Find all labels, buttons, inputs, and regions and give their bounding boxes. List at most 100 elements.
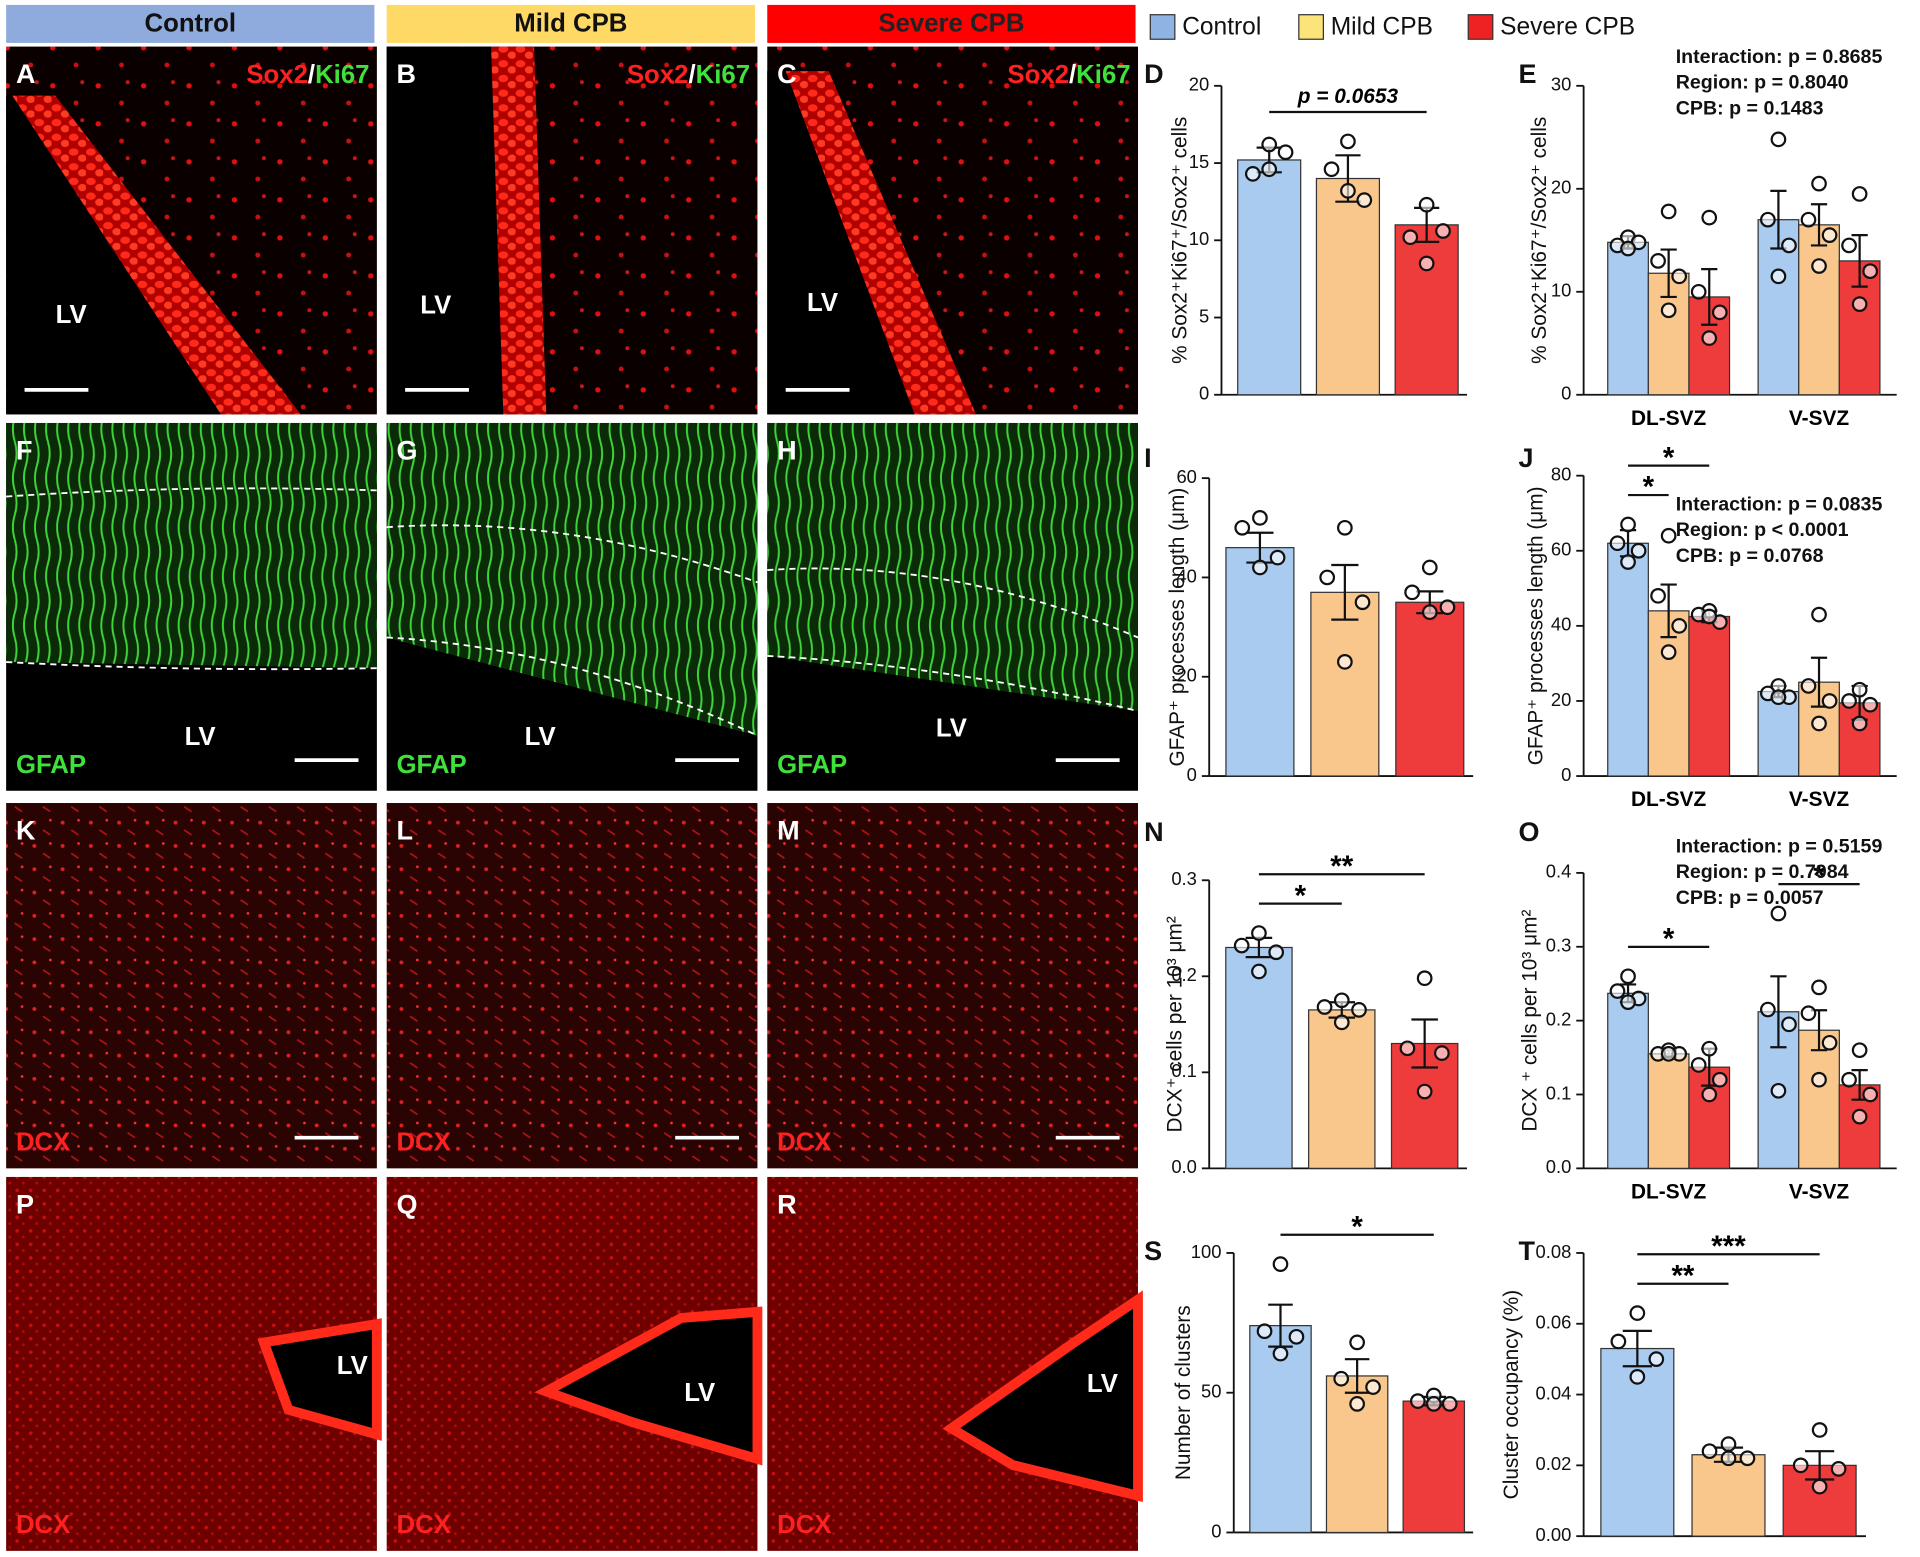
y-tick-label: 0 [1561, 764, 1571, 785]
data-point [1701, 1086, 1718, 1103]
data-point [1421, 559, 1438, 576]
y-axis-label: % Sox2⁺Ki67⁺/Sox2⁺ cells [1528, 117, 1551, 364]
legend-label: Severe CPB [1500, 14, 1635, 41]
data-point [1841, 693, 1857, 709]
chart: I GFAP⁺ processes length (μm)0 20 40 60 [1144, 443, 1474, 785]
data-point [1402, 229, 1419, 246]
panel-letter: F [16, 436, 32, 466]
stain-part: Ki67 [1076, 61, 1130, 89]
significance-label: p = 0.0653 [1297, 85, 1399, 108]
bar [1798, 224, 1840, 396]
data-point [1609, 535, 1626, 552]
data-point [1760, 1001, 1776, 1018]
bar [1607, 992, 1649, 1169]
data-point [1416, 1083, 1433, 1100]
data-point [1418, 196, 1435, 213]
y-axis-label: % Sox2⁺Ki67⁺/Sox2⁺ cells [1168, 117, 1191, 364]
data-point [1811, 715, 1827, 732]
data-point [1399, 1040, 1416, 1057]
error-bar [1770, 975, 1787, 1049]
data-point [1862, 263, 1879, 280]
data-point [1629, 1305, 1646, 1321]
data-point [1416, 970, 1433, 987]
data-point [1620, 516, 1636, 533]
data-point [1851, 186, 1868, 202]
data-point [1660, 644, 1677, 660]
data-point [1701, 1040, 1718, 1057]
column-header: Control [144, 9, 236, 37]
ventricle [942, 1290, 1143, 1502]
stain-label: GFAP [397, 751, 467, 779]
bar [1688, 615, 1731, 777]
data-point [1365, 1379, 1381, 1395]
significance-label: * [1663, 441, 1675, 474]
panel-letter: N [1144, 817, 1163, 847]
stain-part: Sox2 [1007, 61, 1069, 89]
data-point [1351, 1002, 1367, 1018]
data-point [1439, 599, 1456, 616]
cell-band [785, 71, 976, 415]
panel-letter: E [1519, 59, 1537, 89]
data-point [1244, 166, 1261, 182]
fiber-layer [6, 422, 377, 669]
boundary [6, 487, 377, 498]
region-label: LV [525, 723, 556, 751]
column-header-bar [767, 4, 1136, 43]
data-point [1701, 608, 1718, 625]
y-tick-label: 50 [1201, 1381, 1221, 1402]
error-bar [1810, 203, 1828, 247]
image-background [386, 803, 758, 1169]
data-point [1650, 587, 1666, 604]
stain-part: / [1069, 61, 1076, 89]
x-tick-label: DL-SVZ [1631, 788, 1707, 811]
data-point [1660, 302, 1677, 319]
bar [1315, 177, 1381, 396]
panel-letter: Q [397, 1190, 418, 1220]
panel-letter: T [1519, 1236, 1536, 1266]
stats-annotation: CPB: p = 0.1483 [1676, 97, 1824, 119]
y-tick-label: 15 [1189, 151, 1209, 172]
y-tick-label: 20 [1176, 665, 1196, 686]
bar [1395, 601, 1465, 777]
stain-part: Sox2 [627, 61, 689, 89]
region-label: LV [936, 714, 967, 742]
stats-annotation: CPB: p = 0.0768 [1676, 545, 1824, 567]
stain-label: Sox2/Ki67 [627, 61, 750, 89]
stain-label: Sox2/Ki67 [246, 61, 369, 89]
stats-annotation: Interaction: p = 0.0835 [1676, 493, 1883, 515]
image-panel: GFAP [386, 422, 758, 791]
data-point [1800, 678, 1817, 694]
region-label: LV [420, 291, 451, 319]
data-point [1671, 268, 1688, 285]
data-point [1811, 606, 1827, 623]
chart: J GFAP⁺ processes length (μm) 0 20 40 60 80 DL-… [1519, 441, 1897, 811]
data-point [1851, 681, 1868, 698]
y-tick-label: 5 [1199, 305, 1209, 326]
bar [1647, 610, 1690, 777]
boundary [767, 567, 1139, 639]
data-point [1337, 519, 1353, 536]
data-point [1261, 136, 1278, 153]
stats-annotation: CPB: p = 0.0057 [1676, 887, 1824, 909]
data-point [1610, 1333, 1627, 1350]
data-point [1277, 144, 1294, 161]
data-point [1660, 527, 1677, 544]
data-point [1648, 1351, 1665, 1368]
data-point [1252, 510, 1268, 526]
y-tick-label: 40 [1551, 614, 1571, 635]
data-point [1711, 1071, 1728, 1088]
data-point [1821, 1034, 1838, 1051]
data-point [1851, 296, 1868, 312]
data-point [1862, 1086, 1879, 1103]
data-point [1434, 1045, 1450, 1061]
panel-letter: S [1144, 1236, 1162, 1266]
panel-letter: O [1519, 817, 1540, 847]
y-tick-label: 0 [1199, 383, 1209, 404]
image-panel: DCX [6, 803, 377, 1169]
y-tick-label: 0.1 [1546, 1082, 1572, 1103]
stats-annotation: Interaction: p = 0.8685 [1676, 46, 1883, 68]
image-panel: DCX [767, 803, 1139, 1169]
image-panel: Sox2/Ki67 [6, 46, 377, 415]
image-panel: DCX [386, 1176, 763, 1551]
